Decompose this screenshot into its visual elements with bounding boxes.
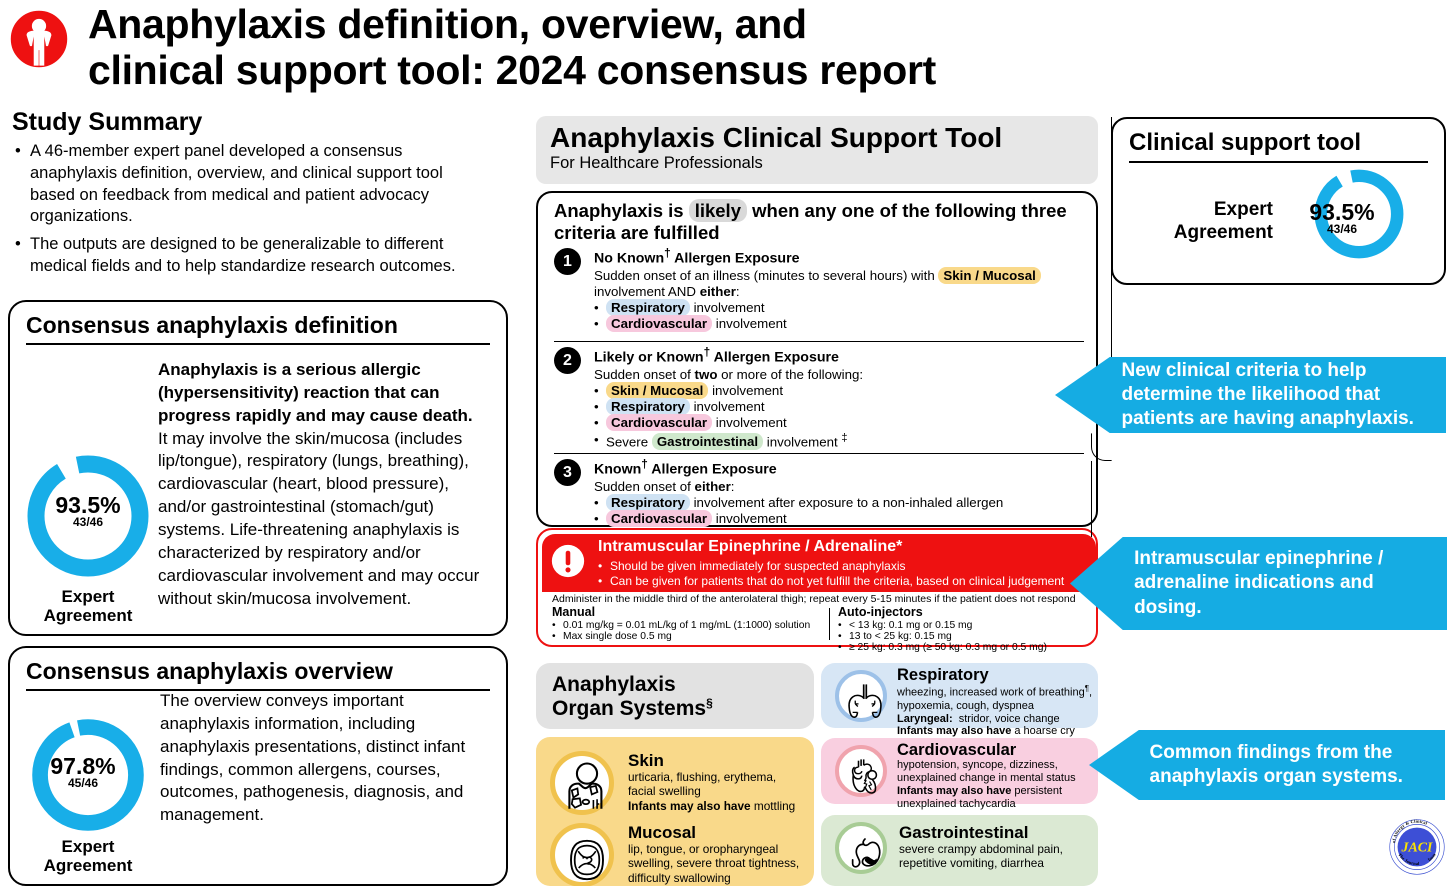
svg-text:JACI: JACI — [1401, 841, 1434, 856]
